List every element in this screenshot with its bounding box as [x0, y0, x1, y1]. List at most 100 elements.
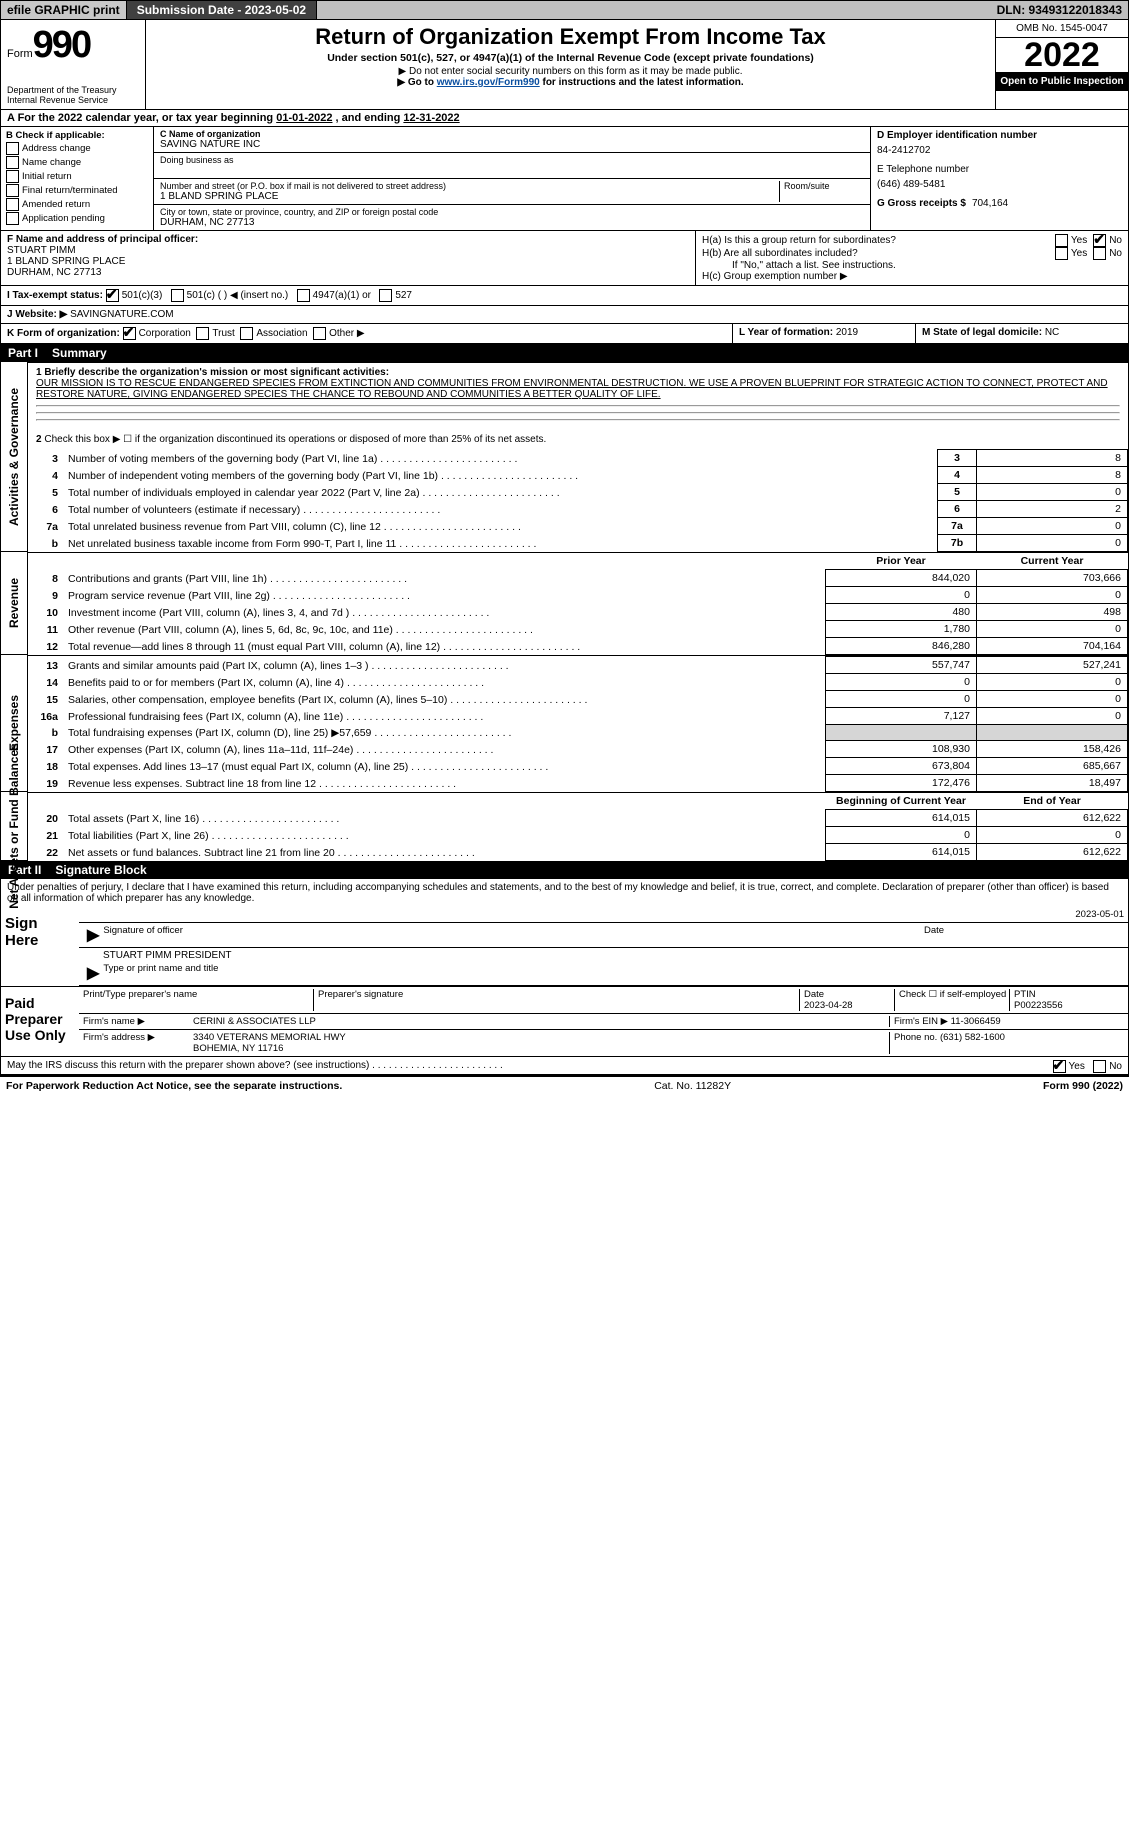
- chk-4947[interactable]: 4947(a)(1) or: [297, 290, 371, 301]
- section-j: J Website: ▶ SAVINGNATURE.COM: [0, 306, 1129, 324]
- chk-trust[interactable]: Trust: [196, 328, 234, 339]
- col-eoy: End of Year: [977, 793, 1128, 810]
- form-number: 990: [33, 24, 90, 66]
- ha-yes[interactable]: Yes: [1055, 234, 1087, 247]
- ha-no[interactable]: No: [1093, 234, 1122, 247]
- chk-501c[interactable]: 501(c) ( ) ◀ (insert no.): [171, 290, 289, 301]
- part2-title: Signature Block: [55, 863, 146, 877]
- arrow-icon: ▶: [83, 963, 103, 983]
- col-boy: Beginning of Current Year: [826, 793, 977, 810]
- hb-label: H(b) Are all subordinates included?: [702, 248, 1049, 259]
- chk-527[interactable]: 527: [379, 290, 412, 301]
- org-address: 1 BLAND SPRING PLACE: [160, 191, 779, 202]
- domicile-label: M State of legal domicile:: [922, 327, 1042, 338]
- efile-label: efile GRAPHIC print: [1, 1, 127, 19]
- dln-label: DLN: 93493122018343: [991, 1, 1128, 19]
- chk-amended[interactable]: Amended return: [6, 198, 148, 211]
- period-mid: , and ending: [336, 112, 404, 124]
- period-begin: 01-01-2022: [276, 112, 332, 124]
- website-label: J Website: ▶: [7, 309, 67, 320]
- officer-sub-label: Type or print name and title: [103, 963, 218, 983]
- org-name-label: C Name of organization: [160, 129, 864, 139]
- part1-title: Summary: [52, 346, 107, 360]
- chk-name-change[interactable]: Name change: [6, 156, 148, 169]
- dept-treasury: Department of the Treasury: [7, 85, 139, 95]
- discuss-label: May the IRS discuss this return with the…: [7, 1060, 369, 1071]
- prep-self-employed[interactable]: Check ☐ if self-employed: [895, 989, 1010, 1011]
- hc-label: H(c) Group exemption number ▶: [702, 271, 1122, 282]
- form-subtitle-2: ▶ Do not enter social security numbers o…: [156, 66, 985, 77]
- year-formation-label: L Year of formation:: [739, 327, 833, 338]
- footer-mid: Cat. No. 11282Y: [654, 1080, 731, 1092]
- table-row: bNet unrelated business taxable income f…: [28, 535, 1128, 552]
- chk-other[interactable]: Other ▶: [313, 328, 364, 339]
- table-row: 12Total revenue—add lines 8 through 11 (…: [28, 638, 1128, 655]
- side-revenue: Revenue: [0, 552, 28, 655]
- sig-date-value: 2023-05-01: [1075, 909, 1124, 920]
- prep-name-label: Print/Type preparer's name: [83, 989, 314, 1011]
- section-c: C Name of organization SAVING NATURE INC…: [154, 127, 870, 230]
- city-label: City or town, state or province, country…: [160, 207, 864, 217]
- section-deg: D Employer identification number 84-2412…: [870, 127, 1128, 230]
- firm-phone-label: Phone no.: [894, 1032, 937, 1043]
- form-org-label: K Form of organization:: [7, 328, 120, 339]
- footer-right: Form 990 (2022): [1043, 1080, 1123, 1092]
- tax-status-label: I Tax-exempt status:: [7, 290, 103, 301]
- submission-date-btn[interactable]: Submission Date - 2023-05-02: [127, 1, 317, 19]
- sign-here-label: Sign Here: [1, 907, 79, 986]
- table-row: 9Program service revenue (Part VIII, lin…: [28, 587, 1128, 604]
- arrow-icon: ▶: [83, 925, 103, 945]
- officer-addr: 1 BLAND SPRING PLACE: [7, 256, 689, 267]
- firm-addr2: BOHEMIA, NY 11716: [193, 1043, 283, 1054]
- ein-label: D Employer identification number: [877, 130, 1122, 141]
- table-row: 18Total expenses. Add lines 13–17 (must …: [28, 758, 1128, 775]
- discuss-row: May the IRS discuss this return with the…: [0, 1057, 1129, 1075]
- part2-header: Part II Signature Block: [0, 861, 1129, 879]
- table-row: 21Total liabilities (Part X, line 26)00: [28, 827, 1128, 844]
- table-row: 13Grants and similar amounts paid (Part …: [28, 657, 1128, 674]
- hb-note: If "No," attach a list. See instructions…: [702, 260, 1122, 271]
- form-header: Form990 Department of the Treasury Inter…: [0, 20, 1129, 110]
- table-row: 7aTotal unrelated business revenue from …: [28, 518, 1128, 535]
- firm-name-label: Firm's name ▶: [83, 1016, 193, 1027]
- table-row: 22Net assets or fund balances. Subtract …: [28, 844, 1128, 861]
- mission-label: 1 Briefly describe the organization's mi…: [36, 367, 1120, 378]
- section-klm: K Form of organization: Corporation Trus…: [0, 324, 1129, 344]
- chk-assoc[interactable]: Association: [240, 328, 307, 339]
- hb-yes[interactable]: Yes: [1055, 247, 1087, 260]
- firm-name-value: CERINI & ASSOCIATES LLP: [193, 1016, 889, 1027]
- firm-addr1: 3340 VETERANS MEMORIAL HWY: [193, 1032, 346, 1043]
- expenses-table: 13Grants and similar amounts paid (Part …: [28, 656, 1128, 792]
- officer-city: DURHAM, NC 27713: [7, 267, 689, 278]
- discuss-yes[interactable]: Yes: [1053, 1061, 1085, 1072]
- officer-label: F Name and address of principal officer:: [7, 234, 689, 245]
- irs-link[interactable]: www.irs.gov/Form990: [437, 77, 540, 88]
- officer-printed-name: STUART PIMM PRESIDENT: [79, 948, 1128, 961]
- form-word: Form: [7, 48, 33, 60]
- chk-501c3[interactable]: 501(c)(3): [106, 290, 163, 301]
- col-current-year: Current Year: [977, 553, 1128, 570]
- table-row: 6Total number of volunteers (estimate if…: [28, 501, 1128, 518]
- table-row: 3Number of voting members of the governi…: [28, 450, 1128, 467]
- table-row: 10Investment income (Part VIII, column (…: [28, 604, 1128, 621]
- chk-final-return[interactable]: Final return/terminated: [6, 184, 148, 197]
- chk-address-change[interactable]: Address change: [6, 142, 148, 155]
- table-row: 17Other expenses (Part IX, column (A), l…: [28, 741, 1128, 758]
- hb-no[interactable]: No: [1093, 247, 1122, 260]
- chk-app-pending[interactable]: Application pending: [6, 212, 148, 225]
- chk-corp[interactable]: Corporation: [123, 328, 191, 339]
- dept-irs: Internal Revenue Service: [7, 95, 139, 105]
- org-city: DURHAM, NC 27713: [160, 217, 864, 228]
- ptin-value: P00223556: [1014, 1000, 1063, 1011]
- side-netassets: Net Assets or Fund Balances: [0, 792, 28, 861]
- entity-block: B Check if applicable: Address change Na…: [0, 127, 1129, 231]
- table-row: 4Number of independent voting members of…: [28, 467, 1128, 484]
- firm-addr-label: Firm's address ▶: [83, 1032, 193, 1054]
- prep-sig-label: Preparer's signature: [314, 989, 800, 1011]
- goto-pre: ▶ Go to: [397, 77, 436, 88]
- org-name: SAVING NATURE INC: [160, 139, 864, 150]
- part1-number: Part I: [8, 346, 52, 360]
- chk-initial-return[interactable]: Initial return: [6, 170, 148, 183]
- ein-value: 84-2412702: [877, 141, 1122, 164]
- discuss-no[interactable]: No: [1093, 1061, 1122, 1072]
